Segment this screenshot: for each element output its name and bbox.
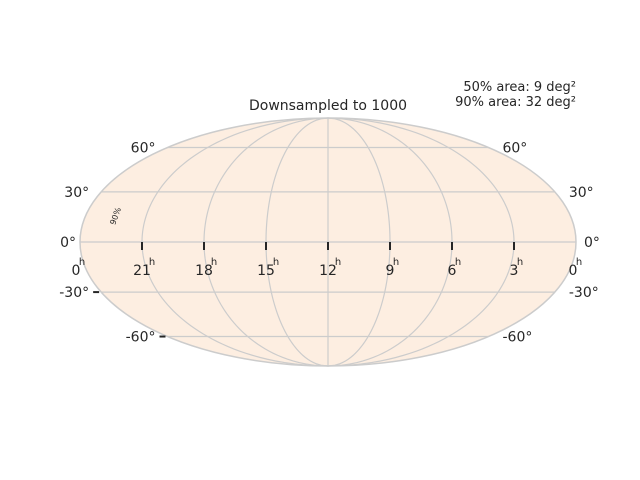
ra-tick-label-9: 9: [386, 263, 395, 279]
ra-tick-label-6: 6: [448, 263, 457, 279]
dec-label-right-60: 60°: [502, 140, 527, 156]
sky-outline: [79, 117, 577, 367]
dec-label-left-60: 60°: [131, 140, 156, 156]
dec-label-left--60: -60°: [126, 330, 156, 346]
ra-tick-unit-18: h: [211, 257, 217, 268]
mollweide-map: [79, 117, 577, 367]
dec-label-right--30: -30°: [569, 285, 599, 301]
ra-tick-unit-15: h: [273, 257, 279, 268]
ra-tick-label-3: 3: [510, 263, 519, 279]
ra-tick-label-right-0: 0: [569, 263, 578, 279]
ra-tick-unit-3: h: [517, 257, 523, 268]
ra-tick-unit-6: h: [455, 257, 461, 268]
dec-label-right--60: -60°: [502, 330, 532, 346]
dec-label-right-30: 30°: [569, 185, 594, 201]
dec-label-left-0: 0°: [60, 235, 76, 251]
ra-tick-unit-0: h: [576, 257, 582, 268]
area-90-annotation: 90% area: 32 deg²: [455, 95, 576, 110]
ra-tick-unit-21: h: [149, 257, 155, 268]
ra-tick-label-15: 15: [257, 263, 275, 279]
ra-tick-label-18: 18: [195, 263, 213, 279]
chart-title: Downsampled to 1000: [249, 98, 407, 114]
ra-tick-label-21: 21: [133, 263, 151, 279]
ra-tick-label-left-24: 0: [72, 263, 81, 279]
area-50-annotation: 50% area: 9 deg²: [463, 80, 576, 95]
dec-label-left-30: 30°: [64, 185, 89, 201]
ra-tick-unit-9: h: [393, 257, 399, 268]
dec-label-left--30: -30°: [59, 285, 89, 301]
dec-label-right-0: 0°: [584, 235, 600, 251]
ra-tick-label-12: 12: [319, 263, 337, 279]
ra-tick-unit-24: h: [79, 257, 85, 268]
ra-tick-unit-12: h: [335, 257, 341, 268]
